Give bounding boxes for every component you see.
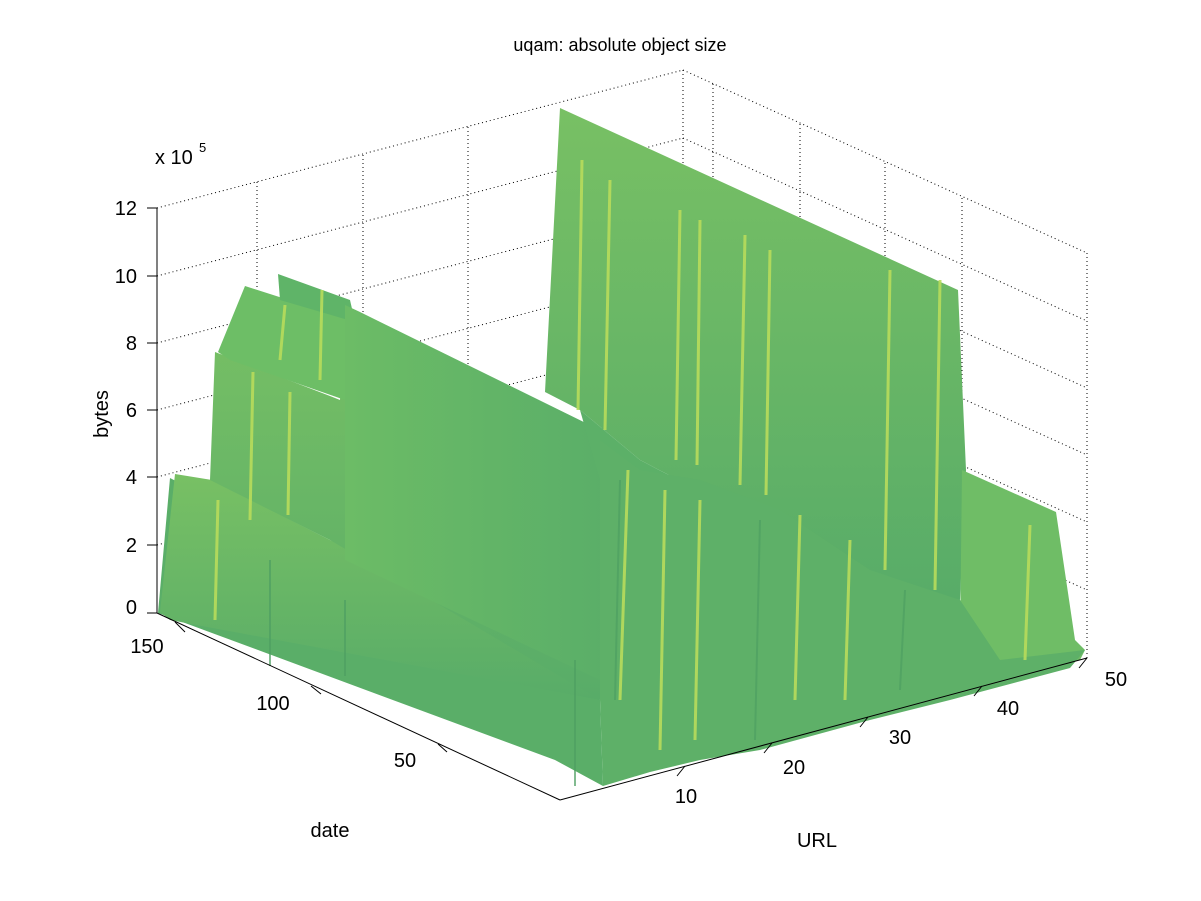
surface-center-mid <box>345 305 610 680</box>
z-tick-label: 2 <box>126 535 137 557</box>
date-tick-label: 150 <box>130 636 163 658</box>
surface-upper-left-fin <box>278 274 355 322</box>
url-tick-label: 10 <box>675 786 697 808</box>
url-axis-line <box>559 657 1088 801</box>
url-ticks <box>676 657 1088 777</box>
z-tick-label: 12 <box>115 198 137 220</box>
surface-front-right <box>600 440 1085 786</box>
surface-tall-wall <box>545 108 966 600</box>
url-tick-label: 50 <box>1105 669 1127 691</box>
z-exponent-power: 5 <box>199 140 206 155</box>
chart-title: uqam: absolute object size <box>513 35 726 55</box>
z-exponent-base: x 10 <box>155 147 193 169</box>
date-axis-line <box>156 612 561 801</box>
z-axis-label: bytes <box>91 390 113 438</box>
url-tick-label: 20 <box>783 757 805 779</box>
z-tick-label: 0 <box>126 597 137 619</box>
surface-right-tail <box>960 470 1085 670</box>
surface-left-block <box>160 474 600 700</box>
url-tick-label: 40 <box>997 698 1019 720</box>
surface-mesh <box>158 108 1085 786</box>
z-tick-label: 6 <box>126 400 137 422</box>
z-ticks <box>147 207 157 614</box>
z-tick-labels: 12 10 8 6 4 2 0 <box>115 198 137 619</box>
z-tick-label: 10 <box>115 266 137 288</box>
url-axis-label: URL <box>797 830 837 852</box>
date-axis-label: date <box>311 820 350 842</box>
z-tick-label: 8 <box>126 333 137 355</box>
axes <box>147 207 1088 801</box>
date-tick-label: 50 <box>394 750 416 772</box>
date-tick-label: 100 <box>256 693 289 715</box>
surface-dark-ridges <box>269 479 906 786</box>
surface-ridges <box>213 159 1032 751</box>
z-tick-label: 4 <box>126 467 137 489</box>
date-ticks <box>174 621 448 753</box>
z-exponent: x 10 5 <box>155 140 206 169</box>
date-tick-labels: 150 100 50 <box>130 636 416 772</box>
url-tick-label: 30 <box>889 727 911 749</box>
url-tick-labels: 10 20 30 40 50 <box>675 669 1127 808</box>
